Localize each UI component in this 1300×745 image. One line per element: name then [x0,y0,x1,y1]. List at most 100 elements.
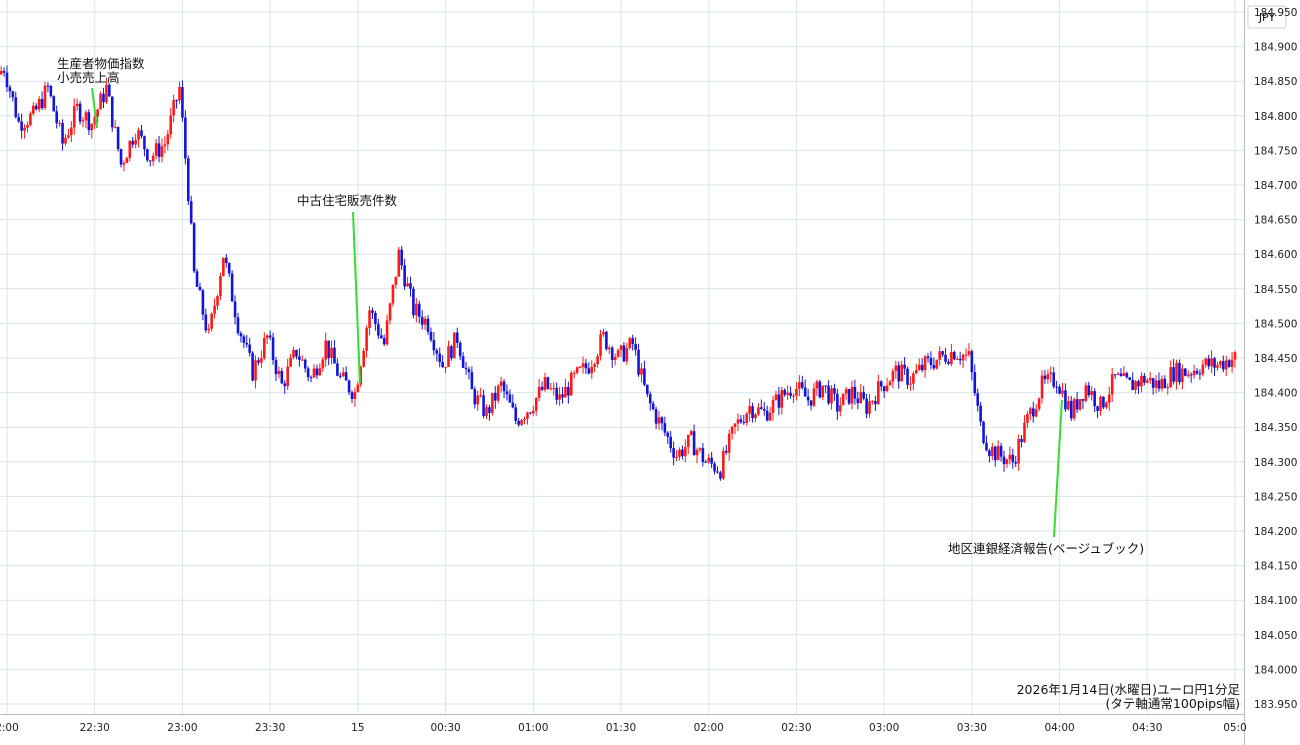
candle-body [616,350,620,357]
candle-body [5,72,9,88]
candle-body [397,249,401,277]
candle-body [1107,394,1111,403]
annotation-home-sales: 中古住宅販売件数 [297,193,398,208]
candle-body [602,331,605,335]
candle-body [40,99,44,108]
candle-body [856,398,860,404]
price-tick-label: 184.850 [1254,76,1297,88]
candle-body [75,103,79,107]
candle-body [110,96,114,128]
candle-body [757,407,760,415]
candle-body [242,336,246,343]
candle-body [131,140,135,145]
candle-body [578,366,582,368]
candle-body [58,122,61,124]
candle-body [339,375,342,377]
candle-body [844,389,848,394]
price-tick-label: 184.750 [1254,145,1297,157]
candle-body [1172,367,1175,382]
candle-body [812,388,816,406]
candle-body [125,157,129,163]
candle-body [1043,375,1047,380]
time-tick-label: 2:00 [0,722,19,734]
candle-body [783,390,787,395]
candle-body [1052,372,1056,387]
candle-body [771,400,775,413]
candle-body [301,359,304,361]
time-tick-label: 02:00 [694,722,724,734]
annotation-line-beige-book [1053,399,1063,538]
candle-body [1183,368,1187,376]
candle-body [821,385,825,398]
candle-body [692,431,696,456]
annotation-ppi-line2: 小売売上高 [57,70,120,85]
candle-body [1087,385,1091,396]
currency-box[interactable] [1247,5,1287,29]
time-tick-label: 01:30 [606,722,636,734]
candle-body [374,312,377,325]
candle-body [593,364,596,367]
price-tick-label: 184.200 [1254,526,1297,538]
candle-body [491,392,494,414]
candle-body [719,472,722,479]
candle-body [1230,359,1234,367]
candle-body [236,317,240,334]
candle-body [534,397,538,411]
price-tick-label: 184.650 [1254,215,1297,227]
candle-body [546,377,550,389]
candle-body [17,117,20,122]
candle-body [347,380,351,393]
candle-body [795,388,798,396]
candle-body [359,366,363,385]
candle-body [1189,374,1193,376]
candle-body [1224,360,1228,370]
candle-body [78,103,82,122]
candle-body [637,349,640,375]
candle-body [961,354,965,361]
candle-body [777,394,781,408]
candle-body [265,335,269,339]
candle-body [803,387,807,397]
candle-body [970,351,974,373]
candle-body [786,392,789,395]
time-tick-label: 04:00 [1044,722,1074,734]
candle-body [222,257,225,276]
candle-body [306,368,310,378]
candle-body [119,149,123,165]
time-tick-label: 01:00 [518,722,548,734]
candle-body [745,413,749,424]
candle-body [415,303,418,316]
candle-body [608,347,611,350]
candle-body [330,347,333,358]
candle-body [669,436,673,449]
candle-body [1099,396,1102,411]
candle-body [227,263,231,274]
candle-body [353,391,357,400]
candle-body [891,370,895,382]
candle-body [689,431,693,435]
candle-body [450,346,453,359]
candle-body [1151,378,1155,388]
candle-body [409,283,412,289]
candle-body [470,372,474,390]
candle-body [523,418,526,421]
horizontal-gridlines [0,11,1244,705]
candle-body [1131,379,1134,391]
candle-body [526,412,529,419]
candle-body [43,85,47,108]
candle-body [479,395,482,397]
candle-body [49,85,53,97]
candle-body [277,370,281,375]
candle-body [850,386,854,404]
candle-body [23,127,26,131]
candle-body [186,158,190,202]
candle-body [26,125,29,128]
candle-body [827,385,830,404]
candle-body [581,363,585,367]
candle-body [809,400,813,406]
candle-body [412,288,415,316]
candle-body [201,290,205,315]
annotation-lines [91,87,1063,538]
candle-body [675,456,678,458]
